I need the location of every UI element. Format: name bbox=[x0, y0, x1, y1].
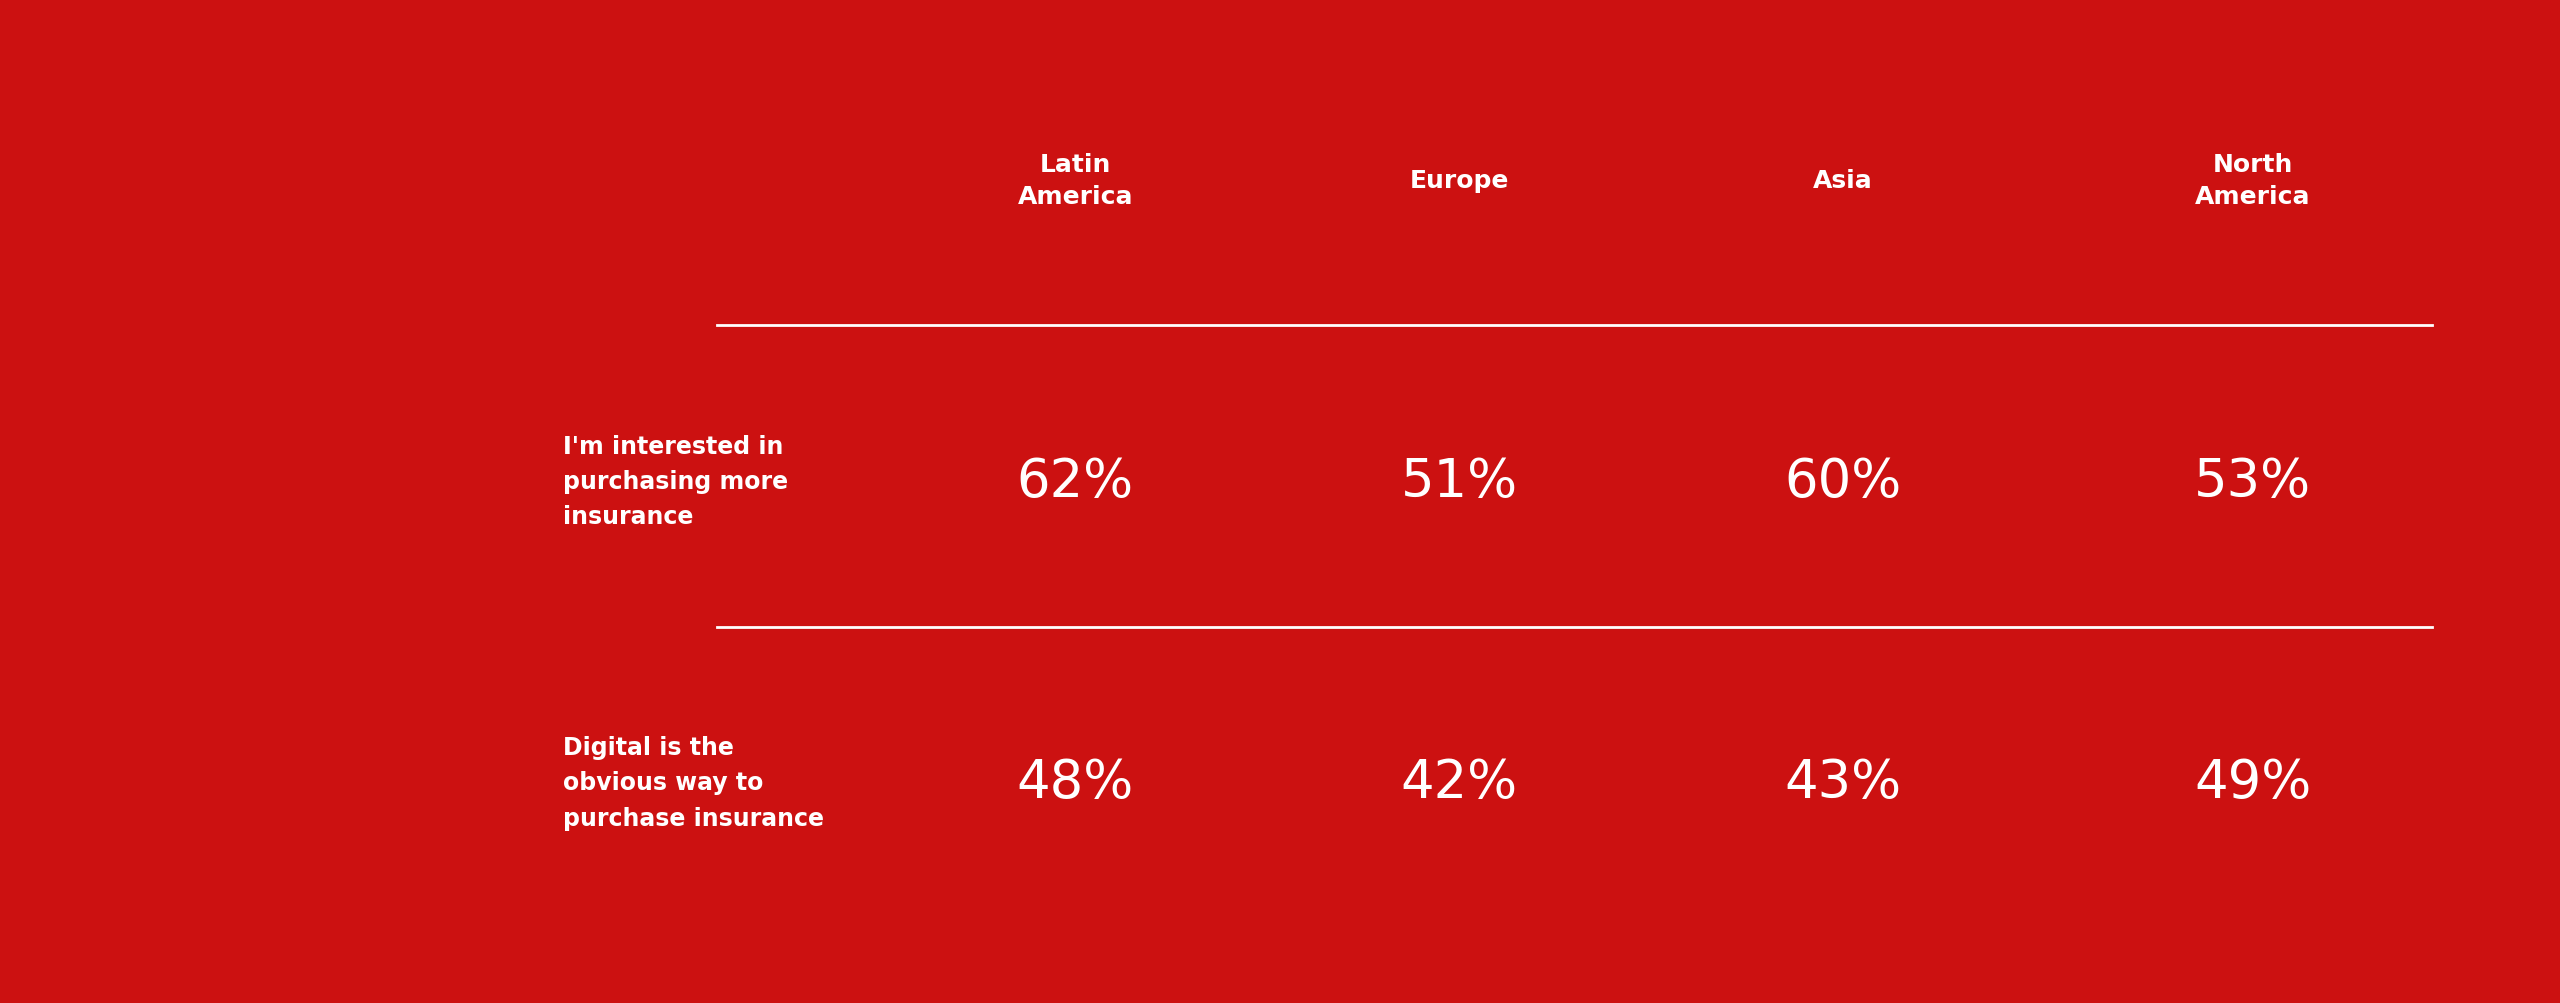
Text: 62%: 62% bbox=[1016, 455, 1134, 508]
Text: 53%: 53% bbox=[2194, 455, 2312, 508]
Text: 51%: 51% bbox=[1400, 455, 1518, 508]
Text: 42%: 42% bbox=[1400, 756, 1518, 808]
Text: Europe: Europe bbox=[1411, 169, 1508, 193]
Text: Latin
America: Latin America bbox=[1016, 152, 1134, 209]
Text: 43%: 43% bbox=[1784, 756, 1902, 808]
Text: North
America: North America bbox=[2194, 152, 2312, 209]
Text: I'm interested in
purchasing more
insurance: I'm interested in purchasing more insura… bbox=[563, 434, 788, 529]
Text: 48%: 48% bbox=[1016, 756, 1134, 808]
Text: 60%: 60% bbox=[1784, 455, 1902, 508]
Text: 49%: 49% bbox=[2194, 756, 2312, 808]
Text: Asia: Asia bbox=[1812, 169, 1874, 193]
Text: Digital is the
obvious way to
purchase insurance: Digital is the obvious way to purchase i… bbox=[563, 735, 824, 829]
